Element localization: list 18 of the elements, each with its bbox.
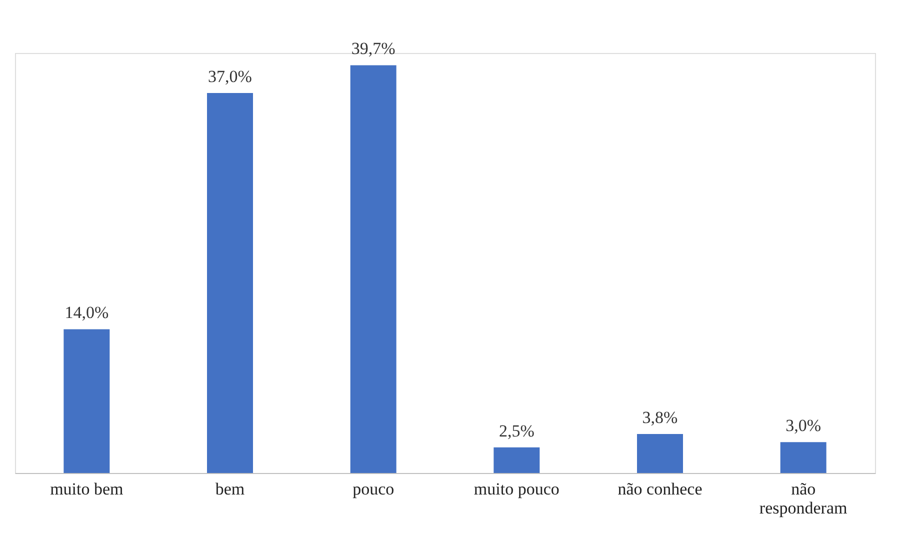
data-label: 2,5% [498,421,534,440]
x-tick-label: não conhece [618,480,702,498]
x-tick-label: não responderam [759,480,848,518]
data-label: 3,0% [786,416,822,436]
x-tick-label: bem [215,480,245,498]
data-label: 14,0% [64,303,109,322]
bar [207,92,253,473]
x-tick-label: muito bem [50,480,124,498]
bar [350,65,396,473]
bar [494,447,540,473]
data-label: 37,0% [208,66,252,86]
bar [637,434,683,473]
bar [64,329,110,473]
x-tick-label: muito pouco [474,480,560,498]
bar [780,442,826,473]
data-label: 39,7% [351,39,396,58]
x-tick-label: pouco [352,480,394,498]
data-label: 3,8% [642,408,678,427]
